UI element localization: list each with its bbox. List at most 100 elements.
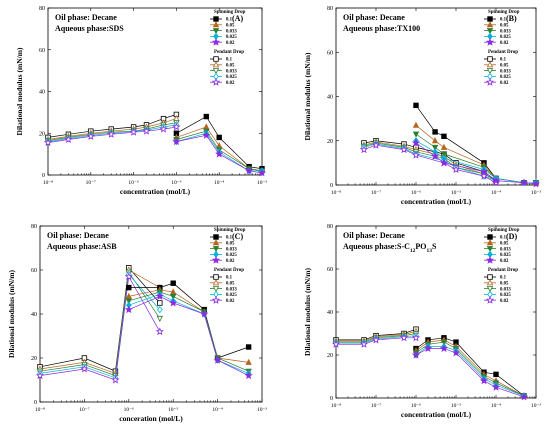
legend-marker-filled [486, 28, 494, 35]
legend-marker-filled [212, 28, 220, 35]
legend-label-spinning: 0.1 [226, 236, 233, 241]
legend-heading-pendant: Pendant Drop [488, 50, 518, 55]
y-tick-label: 80 [39, 6, 45, 12]
legend-marker-filled [213, 234, 219, 240]
spinning-point [412, 121, 420, 128]
pendant-point [359, 339, 369, 348]
x-tick-label: 10⁻⁴ [491, 403, 501, 409]
pendant-point [64, 135, 73, 144]
chart-panel-a: 0 20 40 60 80 10⁻⁸ 10⁻⁷ 10⁻⁶ 10⁻⁵ 10⁻⁴ 10⁻³ concent… [15, 6, 267, 196]
x-tick-label: 10⁻⁶ [124, 407, 134, 413]
legend-label-spinning: 0.02 [500, 41, 509, 46]
legend-label-spinning: 0.025 [500, 253, 511, 258]
spinning-point [491, 382, 501, 391]
y-tick-label: 20 [39, 131, 45, 137]
pendant-point [371, 335, 381, 344]
spinning-series-line-0.033 [128, 291, 249, 372]
y-tick-label: 20 [327, 353, 333, 359]
pendant-series-line-0.033 [363, 142, 497, 181]
legend-label-spinning: 0.05 [226, 242, 235, 247]
x-axis-title: conceration (mol/L) [119, 414, 183, 423]
legend-label-spinning: 0.025 [500, 35, 511, 40]
spinning-point [440, 151, 448, 158]
spinning-point [200, 309, 209, 318]
legend-marker-open [486, 68, 494, 75]
legend-label-spinning: 0.033 [500, 247, 511, 252]
legend-label-spinning: 0.02 [500, 259, 509, 264]
annotation-line: Aqueous phase:ASB [47, 242, 117, 251]
spinning-point [203, 113, 210, 120]
pendant-series-line-0.1 [47, 114, 177, 138]
legend-marker-open [486, 279, 494, 286]
pendant-series-line-0.1 [363, 140, 497, 181]
panel-tag: (B) [506, 14, 517, 23]
legend-marker-open [486, 61, 494, 68]
pendant-point [479, 171, 489, 180]
spinning-point [430, 151, 440, 160]
legend-marker-open [213, 56, 219, 62]
x-tick-label: 10⁻⁶ [411, 190, 421, 196]
y-tick-label: 20 [31, 356, 37, 362]
legend-marker-filled [211, 255, 221, 264]
y-tick-label: 80 [327, 6, 333, 12]
spinning-point [216, 134, 222, 141]
pendant-series-line-0.02 [47, 126, 177, 143]
legend-label-spinning: 0.025 [226, 253, 237, 258]
spinning-point [126, 284, 132, 291]
x-tick-label: 10⁻⁴ [214, 180, 224, 186]
y-axis-title: Dilational modulus (mN/m) [15, 47, 24, 135]
x-tick-label: 10⁻³ [257, 407, 267, 413]
pendant-series-line-0.033 [47, 122, 177, 141]
legend-marker-open [486, 286, 494, 293]
y-tick-label: 60 [327, 267, 333, 273]
y-tick-label: 80 [327, 224, 333, 230]
pendant-point [411, 333, 421, 342]
x-axis-title: concentration (mol/L) [401, 410, 472, 419]
legend-marker-open [212, 68, 220, 75]
annotation-line: Oil phase: Decane [343, 13, 405, 22]
legend-label-pendant: 0.02 [500, 81, 509, 86]
legend-label-pendant: 0.02 [226, 299, 235, 304]
x-tick-label: 10⁻⁸ [43, 180, 53, 186]
pendant-point [35, 371, 45, 380]
pendant-point [411, 150, 421, 159]
x-tick-label: 10⁻⁸ [331, 403, 341, 409]
spinning-point [440, 339, 448, 346]
y-tick-label: 0 [330, 396, 333, 402]
legend-label-pendant: 0.1 [226, 58, 233, 63]
legend-label-pendant: 0.1 [500, 58, 507, 63]
legend-label-pendant: 0.05 [500, 282, 509, 287]
legend-label-spinning: 0.1 [500, 236, 507, 241]
y-tick-label: 0 [42, 173, 45, 179]
y-tick-label: 0 [330, 183, 333, 189]
legend-label-pendant: 0.02 [500, 299, 509, 304]
spinning-point [203, 123, 210, 130]
annotation-line: Oil phase: Decane [343, 231, 405, 240]
panel-tag: (C) [232, 232, 243, 241]
spinning-point [439, 158, 449, 167]
panel-tag: (D) [506, 232, 517, 241]
annotation-line: Oil phase: Decane [55, 13, 117, 22]
spinning-point [479, 376, 489, 385]
pendant-point [157, 305, 163, 314]
spinning-point [531, 179, 541, 188]
legend-label-spinning: 0.033 [226, 247, 237, 252]
y-axis-title: Dilational modulus (mN/m) [303, 268, 312, 356]
spinning-point [170, 293, 177, 301]
legend-label-pendant: 0.033 [500, 287, 511, 292]
spinning-point [155, 292, 164, 300]
pendant-point [156, 315, 164, 323]
x-tick-label: 10⁻⁸ [331, 190, 341, 196]
x-tick-label: 10⁻⁷ [86, 180, 96, 186]
spinning-series-line-0.05 [128, 289, 249, 363]
y-tick-label: 40 [327, 310, 333, 316]
y-axis-title: Dilational modulus (mN/m) [7, 270, 16, 358]
y-tick-label: 20 [327, 139, 333, 145]
legend-marker-open [485, 295, 495, 304]
legend-marker-filled [212, 246, 220, 253]
spinning-point [431, 137, 439, 144]
pendant-series-line-0.05 [363, 141, 497, 181]
legend-marker-filled [487, 234, 493, 240]
chart-panel-b: 0 20 40 60 80 10⁻⁸ 10⁻⁷ 10⁻⁶ 10⁻⁵ 10⁻⁴ 10⁻³ concent… [303, 6, 541, 206]
